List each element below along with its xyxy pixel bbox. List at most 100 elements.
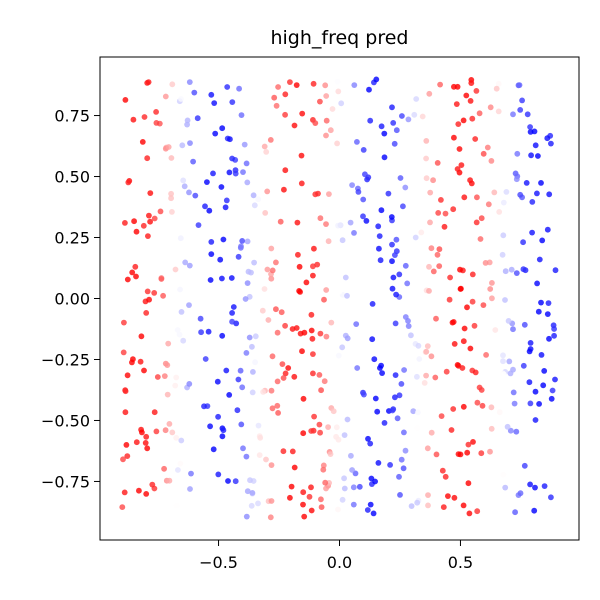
scatter-point (546, 335, 552, 342)
scatter-point (208, 239, 215, 245)
scatter-point (124, 372, 131, 379)
scatter-point (248, 269, 254, 276)
scatter-point (267, 514, 274, 521)
scatter-point (423, 348, 430, 355)
scatter-point (298, 180, 305, 187)
scatter-point (268, 245, 275, 252)
scatter-point (460, 338, 467, 345)
scatter-point (299, 110, 306, 117)
scatter-point (260, 389, 266, 395)
scatter-point (502, 297, 508, 303)
scatter-point (538, 299, 544, 306)
scatter-point (433, 315, 439, 322)
scatter-point (367, 440, 374, 447)
scatter-point (177, 286, 184, 293)
scatter-point (377, 257, 384, 264)
scatter-point (232, 170, 239, 177)
scatter-point (235, 253, 242, 260)
scatter-point (423, 175, 430, 182)
scatter-point (491, 189, 498, 196)
scatter-point (372, 395, 379, 402)
scatter-point (162, 427, 169, 434)
scatter-point (277, 218, 284, 225)
scatter-point (179, 142, 186, 149)
scatter-point (443, 368, 450, 375)
scatter-point (226, 392, 233, 398)
scatter-point (392, 320, 399, 327)
scatter-point (418, 229, 425, 236)
scatter-point (341, 485, 348, 492)
scatter-point (317, 98, 323, 105)
scatter-point (398, 381, 405, 387)
scatter-point (235, 376, 242, 383)
scatter-point (207, 277, 214, 283)
scatter-point (360, 213, 366, 220)
scatter-point (268, 498, 275, 504)
scatter-point (223, 197, 230, 204)
scatter-point (322, 479, 329, 486)
scatter-point (273, 102, 280, 109)
scatter-point (300, 395, 307, 402)
scatter-point (311, 245, 317, 252)
scatter-point (426, 288, 432, 294)
scatter-point (151, 215, 158, 222)
scatter-point (202, 356, 209, 362)
scatter-point (355, 189, 362, 195)
scatter-point (455, 121, 462, 127)
scatter-point (360, 196, 367, 203)
scatter-point (442, 473, 449, 480)
scatter-point (545, 300, 552, 306)
scatter-point (223, 367, 230, 374)
scatter-point (389, 258, 395, 265)
scatter-point (520, 239, 526, 246)
scatter-point (327, 127, 334, 134)
scatter-point (299, 348, 305, 355)
scatter-point (472, 369, 479, 376)
scatter-point (517, 490, 524, 497)
scatter-point (269, 353, 276, 360)
scatter-point (308, 484, 314, 491)
scatter-point (172, 266, 179, 273)
scatter-point (373, 76, 380, 83)
scatter-point (243, 160, 250, 167)
scatter-point (524, 111, 531, 118)
scatter-point (487, 448, 493, 455)
scatter-point (172, 382, 179, 389)
scatter-point (317, 429, 323, 436)
scatter-point (465, 480, 472, 487)
scatter-point (439, 467, 446, 474)
scatter-point (291, 122, 298, 129)
scatter-point (390, 274, 397, 281)
scatter-point (467, 345, 474, 352)
scatter-point (396, 392, 403, 399)
scatter-point (488, 425, 495, 432)
scatter-point (527, 481, 533, 488)
scatter-point (334, 78, 341, 85)
scatter-point (255, 500, 261, 507)
scatter-point (186, 189, 192, 196)
scatter-point (264, 188, 271, 195)
scatter-point (433, 451, 440, 458)
scatter-point (402, 184, 409, 191)
scatter-point (323, 132, 329, 139)
scatter-point (402, 314, 409, 320)
scatter-point (180, 177, 187, 184)
scatter-point (426, 263, 432, 270)
scatter-point (427, 219, 433, 226)
scatter-point (229, 318, 236, 325)
scatter-point (500, 199, 507, 206)
scatter-point (143, 491, 150, 497)
scatter-point (268, 387, 275, 394)
scatter-point (438, 413, 445, 419)
scatter-point (317, 215, 324, 222)
scatter-point (375, 460, 382, 466)
scatter-point (428, 245, 435, 252)
scatter-point (250, 369, 256, 375)
scatter-point (493, 85, 500, 92)
scatter-point (392, 394, 398, 401)
scatter-point (469, 271, 476, 278)
scatter-point (129, 359, 135, 366)
scatter-point (330, 408, 337, 415)
scatter-point (264, 266, 271, 273)
scatter-point (348, 452, 354, 459)
